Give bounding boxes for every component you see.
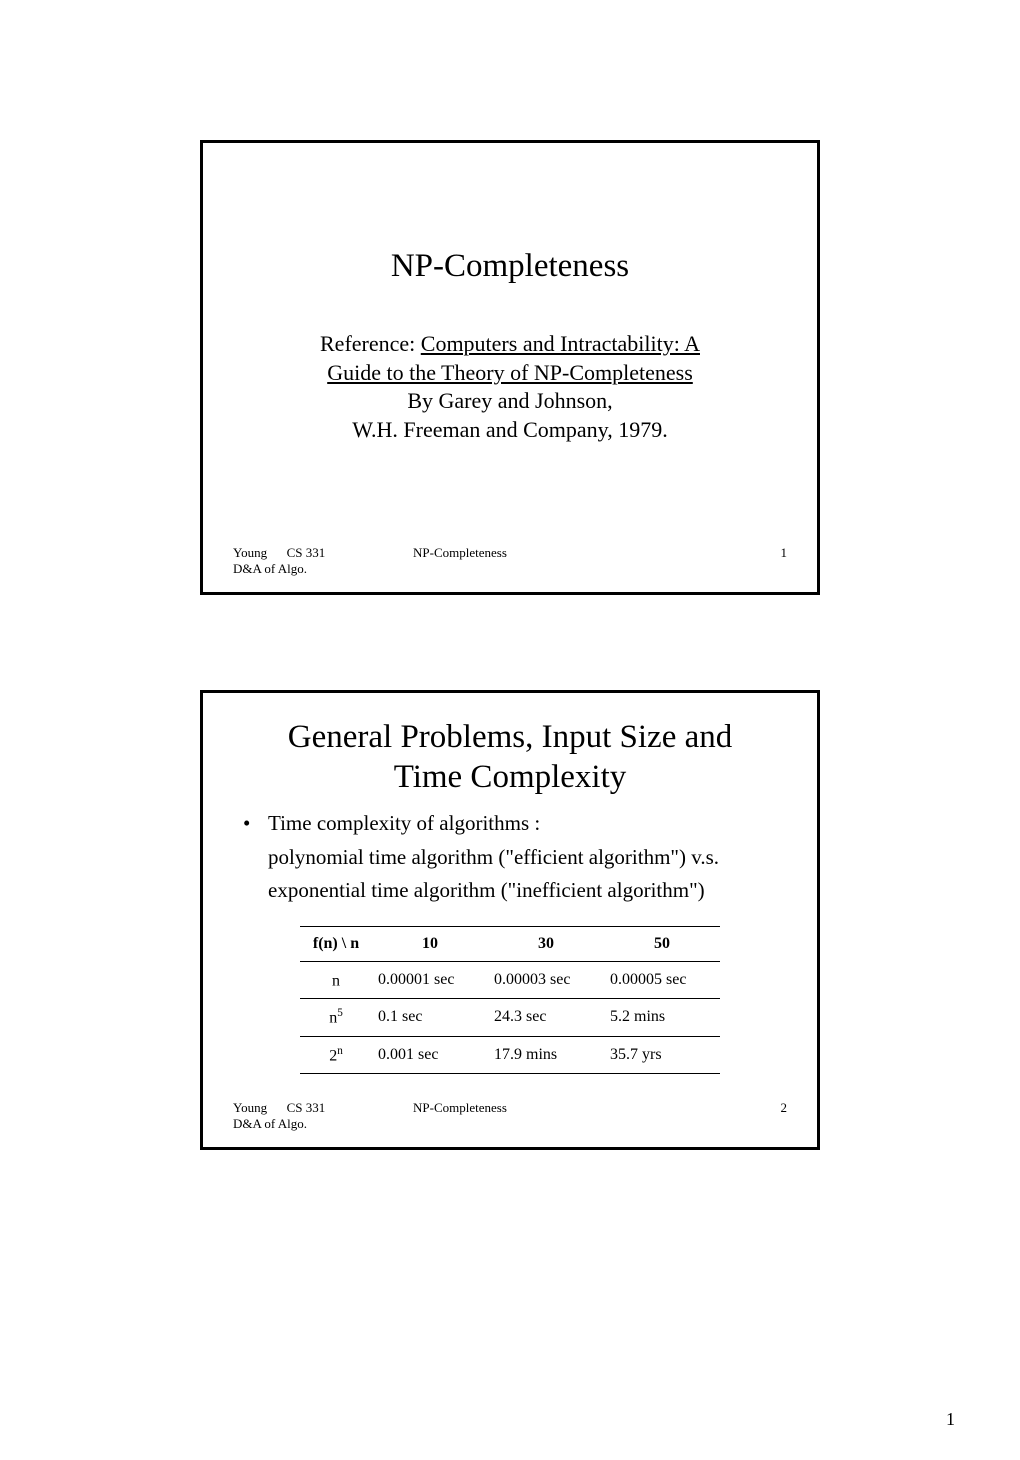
footer-left: Young CS 331 — [233, 1100, 413, 1116]
footer-center: NP-Completeness — [413, 545, 747, 561]
ref-prefix: Reference: — [320, 331, 421, 356]
slide2-title-line1: General Problems, Input Size and — [288, 719, 732, 755]
ref-by: By Garey and Johnson, — [407, 388, 612, 413]
footer-page: 2 — [747, 1100, 787, 1116]
th-10: 10 — [372, 926, 488, 961]
slide2-footer: Young CS 331 NP-Completeness 2 D&A of Al… — [233, 1100, 787, 1132]
cell-c1: 0.001 sec — [372, 1036, 488, 1073]
cell-fn: n — [300, 961, 372, 998]
slide2-bullets: • Time complexity of algorithms : polyno… — [243, 807, 787, 908]
footer-course: CS 331 — [287, 545, 326, 560]
cell-fn: n5 — [300, 999, 372, 1036]
footer-page: 1 — [747, 545, 787, 561]
footer-author: Young — [233, 1100, 267, 1115]
th-30: 30 — [488, 926, 604, 961]
cell-c3: 35.7 yrs — [604, 1036, 720, 1073]
page-number: 1 — [946, 1409, 955, 1430]
fn-base: 2 — [329, 1047, 337, 1064]
cell-c1: 0.00001 sec — [372, 961, 488, 998]
table-row: 2n 0.001 sec 17.9 mins 35.7 yrs — [300, 1036, 720, 1073]
slide1-reference: Reference: Computers and Intractability:… — [233, 330, 787, 444]
bullet-1-cont2: exponential time algorithm ("inefficient… — [268, 874, 787, 908]
ref-underline-1: Computers and Intractability: A — [421, 331, 700, 356]
cell-c3: 0.00005 sec — [604, 961, 720, 998]
table-header-row: f(n) \ n 10 30 50 — [300, 926, 720, 961]
th-50: 50 — [604, 926, 720, 961]
th-fn: f(n) \ n — [300, 926, 372, 961]
complexity-table-wrap: f(n) \ n 10 30 50 n 0.00001 sec 0.00003 … — [300, 926, 720, 1074]
slide-2: General Problems, Input Size and Time Co… — [200, 690, 820, 1150]
fn-base: n — [332, 972, 340, 989]
footer-center: NP-Completeness — [413, 1100, 747, 1116]
slide-1: NP-Completeness Reference: Computers and… — [200, 140, 820, 595]
table-row: n5 0.1 sec 24.3 sec 5.2 mins — [300, 999, 720, 1036]
bullet-1-cont1: polynomial time algorithm ("efficient al… — [268, 841, 787, 875]
cell-c2: 0.00003 sec — [488, 961, 604, 998]
cell-c3: 5.2 mins — [604, 999, 720, 1036]
cell-fn: 2n — [300, 1036, 372, 1073]
footer-sub: D&A of Algo. — [233, 561, 787, 577]
complexity-table: f(n) \ n 10 30 50 n 0.00001 sec 0.00003 … — [300, 926, 720, 1074]
ref-underline-2: Guide to the Theory of NP-Completeness — [327, 360, 693, 385]
cell-c2: 17.9 mins — [488, 1036, 604, 1073]
table-row: n 0.00001 sec 0.00003 sec 0.00005 sec — [300, 961, 720, 998]
slide2-title: General Problems, Input Size and Time Co… — [233, 718, 787, 797]
table-body: n 0.00001 sec 0.00003 sec 0.00005 sec n5… — [300, 961, 720, 1073]
footer-author: Young — [233, 545, 267, 560]
ref-publisher: W.H. Freeman and Company, 1979. — [352, 417, 668, 442]
slide1-title: NP-Completeness — [233, 248, 787, 285]
slide2-title-line2: Time Complexity — [394, 759, 627, 795]
fn-sup: n — [337, 1045, 343, 1057]
bullet-1-text: Time complexity of algorithms : — [268, 807, 787, 841]
bullet-1: • Time complexity of algorithms : — [243, 807, 787, 841]
slide1-footer: Young CS 331 NP-Completeness 1 D&A of Al… — [233, 545, 787, 577]
footer-left: Young CS 331 — [233, 545, 413, 561]
footer-course: CS 331 — [287, 1100, 326, 1115]
cell-c2: 24.3 sec — [488, 999, 604, 1036]
fn-sup: 5 — [337, 1007, 343, 1019]
fn-base: n — [329, 1010, 337, 1027]
bullet-mark-icon: • — [243, 807, 268, 841]
footer-sub: D&A of Algo. — [233, 1116, 787, 1132]
cell-c1: 0.1 sec — [372, 999, 488, 1036]
